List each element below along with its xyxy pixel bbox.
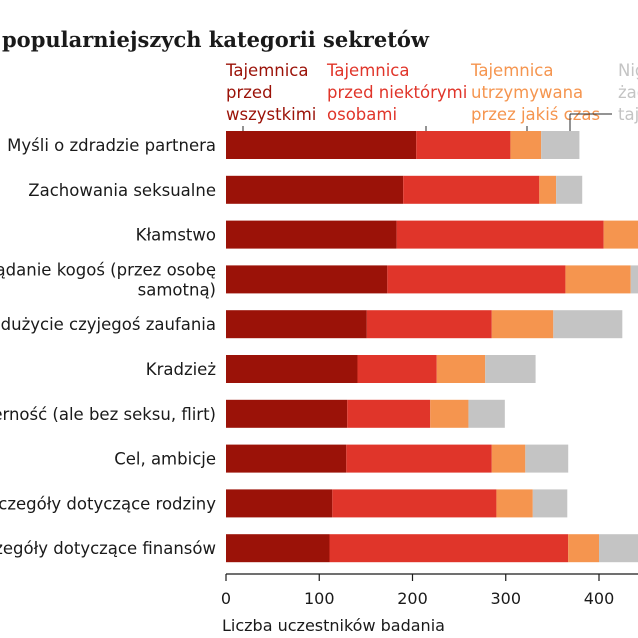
bar-segment-series-1-row-6	[347, 399, 431, 428]
bar-segment-series-1-row-2	[396, 220, 604, 249]
bar-segment-series-3-row-6	[468, 399, 505, 428]
x-axis: 0 100 200 300 400	[221, 573, 638, 608]
bar-segment-series-0-row-1	[226, 175, 404, 204]
bar-segment-series-3-row-9	[599, 534, 638, 563]
bar-segment-series-1-row-0	[416, 131, 511, 159]
category-label-0: Myśli o zdradzie partnera	[7, 136, 216, 155]
bar-segment-series-1-row-1	[403, 175, 540, 204]
legend-label-2-line-0: Tajemnica	[470, 61, 554, 80]
category-label-2: Kłamstwo	[136, 226, 216, 245]
category-label-9: czegóły dotyczące finansów	[0, 539, 216, 558]
category-label-8: Szczegóły dotyczące rodziny	[0, 494, 216, 513]
bar-segment-series-2-row-6	[430, 399, 469, 428]
x-tick-label-0: 0	[221, 589, 231, 608]
bar-segment-series-3-row-8	[532, 489, 568, 518]
bar-segment-series-1-row-3	[387, 265, 566, 294]
bar-segment-series-0-row-0	[226, 131, 417, 159]
bar-segment-series-1-row-5	[357, 355, 437, 383]
category-label-3-line-0: Pożądanie kogoś (przez osobę	[0, 260, 216, 279]
x-tick-label-200: 200	[397, 589, 428, 608]
x-tick-label-400: 400	[584, 589, 615, 608]
bar-segment-series-3-row-7	[525, 444, 569, 473]
bar-segment-series-1-row-7	[346, 444, 492, 473]
bar-segment-series-1-row-9	[329, 534, 569, 563]
bar-segment-series-1-row-4	[366, 310, 492, 339]
bar-segment-series-0-row-2	[226, 220, 397, 249]
bar-segment-series-2-row-2	[603, 220, 638, 249]
legend-label-3-line-0: Nig	[618, 61, 638, 80]
bar-segment-series-0-row-3	[226, 265, 388, 294]
bar-segment-series-3-row-1	[556, 175, 583, 204]
legend-label-1-line-0: Tajemnica	[326, 61, 410, 80]
bar-segment-series-0-row-4	[226, 310, 367, 339]
bar-segment-series-0-row-9	[226, 534, 330, 563]
category-label-3-line-1: samotną)	[138, 280, 216, 299]
legend-label-2-line-2: przez jakiś czas	[471, 105, 600, 124]
bar-segment-series-2-row-4	[491, 310, 554, 339]
category-label-4: Nadużycie czyjegoś zaufania	[0, 315, 216, 334]
bar-segment-series-0-row-5	[226, 355, 358, 383]
bars-group	[226, 131, 638, 563]
bar-segment-series-2-row-8	[496, 489, 533, 518]
bar-segment-series-3-row-5	[485, 355, 536, 383]
bar-segment-series-2-row-1	[539, 175, 557, 204]
bar-segment-series-0-row-8	[226, 489, 333, 518]
legend-label-1-line-1: przed niektórymi	[327, 83, 467, 102]
chart-title: popularniejszych kategorii sekretów	[2, 27, 430, 52]
x-tick-label-100: 100	[304, 589, 335, 608]
bar-segment-series-2-row-5	[436, 355, 486, 383]
legend-label-0-line-1: przed	[226, 83, 273, 102]
legend-label-0-line-0: Tajemnica	[225, 61, 309, 80]
bar-segment-series-3-row-0	[541, 131, 580, 159]
bar-segment-series-1-row-8	[332, 489, 497, 518]
legend-label-1-line-2: osobami	[327, 105, 397, 124]
bar-segment-series-2-row-7	[491, 444, 526, 473]
bar-segment-series-2-row-9	[568, 534, 599, 563]
category-labels: Myśli o zdradzie partnera Zachowania seks…	[0, 136, 216, 558]
bar-segment-series-3-row-4	[553, 310, 623, 339]
category-label-5: Kradzież	[146, 360, 216, 379]
category-label-7: Cel, ambicje	[114, 450, 216, 469]
legend-label-3-line-2: taj	[618, 105, 638, 124]
legend-label-0-line-2: wszystkimi	[226, 105, 316, 124]
category-label-1: Zachowania seksualne	[28, 181, 216, 200]
bar-segment-series-0-row-7	[226, 444, 347, 473]
legend-label-2-line-1: utrzymywana	[471, 83, 583, 102]
x-axis-label: Liczba uczestników badania	[222, 616, 445, 635]
bar-segment-series-0-row-6	[226, 399, 348, 428]
x-tick-label-300: 300	[490, 589, 521, 608]
bar-segment-series-2-row-0	[510, 131, 542, 159]
bar-segment-series-3-row-3	[630, 265, 638, 294]
legend-label-3-line-1: żad	[618, 83, 638, 102]
bar-segment-series-2-row-3	[565, 265, 631, 294]
category-label-6: wierność (ale bez seksu, flirt)	[0, 405, 216, 424]
